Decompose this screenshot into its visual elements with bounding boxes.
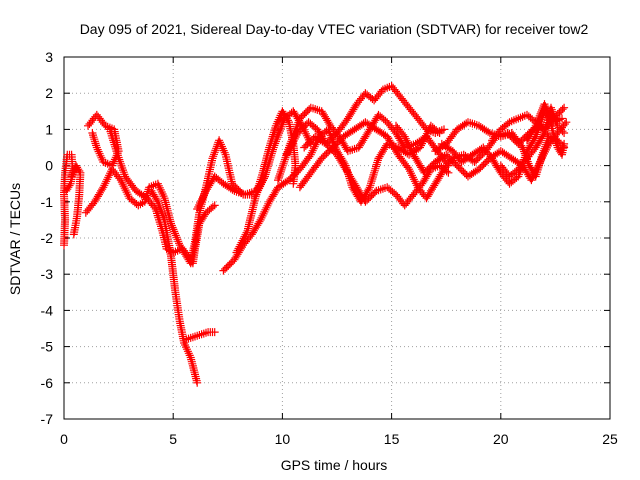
grid bbox=[64, 57, 610, 419]
y-tick-label: -1 bbox=[41, 194, 54, 210]
y-tick-label: 0 bbox=[45, 158, 53, 174]
y-tick-label: -5 bbox=[41, 339, 54, 355]
data-point-markers bbox=[182, 328, 219, 344]
data-series-track-19 bbox=[523, 100, 569, 159]
data-series bbox=[60, 82, 571, 387]
data-point-markers bbox=[147, 186, 202, 387]
data-point-markers bbox=[67, 161, 85, 239]
y-axis-label: SDTVAR / TECUs bbox=[7, 183, 23, 295]
data-series-track-7 bbox=[182, 328, 219, 344]
x-tick-label: 20 bbox=[493, 431, 509, 447]
x-tick-label: 0 bbox=[60, 431, 68, 447]
y-tick-label: -7 bbox=[41, 411, 54, 427]
data-series-track-12 bbox=[282, 82, 448, 159]
data-series-track-2 bbox=[67, 161, 85, 239]
data-point-markers bbox=[523, 100, 569, 159]
y-tick-label: -2 bbox=[41, 230, 54, 246]
data-series-track-20 bbox=[392, 118, 571, 185]
x-tick-label: 10 bbox=[275, 431, 291, 447]
x-tick-label: 15 bbox=[384, 431, 400, 447]
data-point-markers bbox=[282, 82, 448, 159]
y-tick-label: 3 bbox=[45, 49, 53, 65]
chart-title: Day 095 of 2021, Sidereal Day-to-day VTE… bbox=[80, 21, 589, 37]
y-tick-label: -3 bbox=[41, 266, 54, 282]
y-tick-label: -6 bbox=[41, 375, 54, 391]
data-series-track-6 bbox=[147, 186, 202, 387]
x-tick-label: 5 bbox=[169, 431, 177, 447]
x-axis-label: GPS time / hours bbox=[281, 457, 388, 473]
y-tick-label: 2 bbox=[45, 85, 53, 101]
y-tick-label: -4 bbox=[41, 302, 54, 318]
y-tick-label: 1 bbox=[45, 121, 53, 137]
data-point-markers bbox=[392, 118, 571, 185]
x-tick-label: 25 bbox=[602, 431, 618, 447]
axis-ticks: 0 5 10 15 20 25 -7 -6 -5 -4 -3 -2 -1 0 1 2 3 bbox=[41, 49, 618, 447]
